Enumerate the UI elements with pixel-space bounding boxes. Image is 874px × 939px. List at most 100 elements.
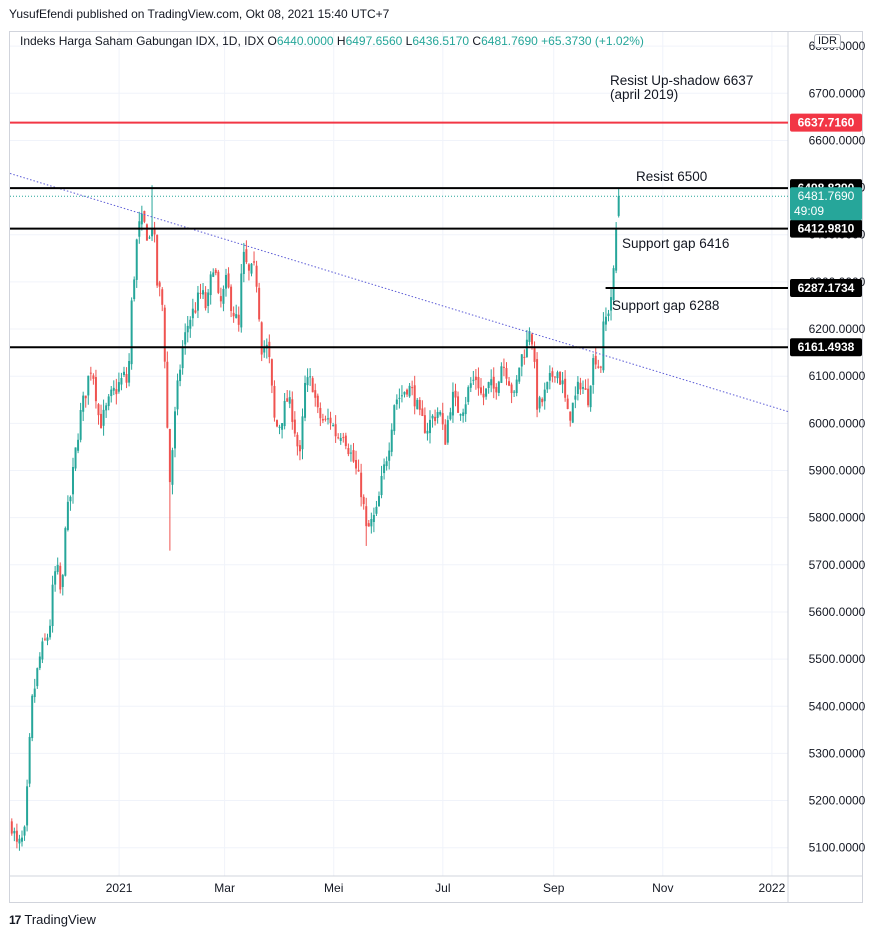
y-tick-label: 6600.0000 (809, 133, 866, 147)
candle-down (217, 271, 220, 293)
candle-up (31, 695, 34, 739)
candle-up (151, 228, 154, 237)
candle-down (153, 228, 156, 235)
candle-down (479, 387, 482, 394)
candle-up (133, 279, 136, 300)
candle-up (61, 575, 64, 587)
legend-open: 6440.0000 (276, 34, 334, 48)
candle-down (10, 821, 13, 834)
annotation-support-6416[interactable]: Support gap 6416 (622, 236, 730, 251)
candle-down (329, 417, 332, 424)
candle-up (191, 308, 194, 319)
candle-down (510, 384, 513, 394)
candle-up (202, 290, 205, 295)
legend-high-label: H (336, 34, 346, 48)
candle-up (189, 319, 192, 329)
candle-down (316, 395, 319, 408)
x-tick-label: 2022 (759, 881, 786, 895)
candle-up (130, 300, 133, 365)
level-tag (790, 278, 862, 297)
y-tick-label: 6700.0000 (809, 86, 866, 100)
currency-badge[interactable]: IDR (814, 34, 841, 48)
candle-down (541, 398, 544, 403)
candle-up (326, 418, 329, 420)
annotation-resist-6500[interactable]: Resist 6500 (636, 169, 708, 184)
chart-frame (9, 31, 863, 903)
last-price-label: 6481.7690 (798, 189, 855, 203)
candle-down (275, 420, 278, 427)
candle-down (344, 435, 347, 447)
candle-down (352, 450, 355, 462)
candle-up (500, 366, 503, 383)
candle-down (347, 448, 350, 455)
candle-up (112, 387, 115, 391)
candle-up (71, 466, 74, 495)
candle-up (77, 439, 80, 451)
candle-up (416, 399, 419, 410)
y-tick-label: 5800.0000 (809, 511, 866, 525)
last-price-countdown: 49:09 (794, 204, 824, 218)
candle-up (377, 496, 380, 507)
candle-up (485, 388, 488, 397)
candle-down (406, 389, 409, 395)
candle-up (283, 400, 286, 427)
candle-up (370, 519, 373, 527)
annotation-support-6288[interactable]: Support gap 6288 (612, 298, 720, 313)
candle-up (54, 571, 57, 585)
candle-up (181, 347, 184, 369)
candle-up (120, 378, 123, 385)
candle-down (156, 234, 159, 286)
last-price-tag (790, 187, 862, 221)
candle-up (309, 376, 312, 378)
candle-down (253, 261, 256, 263)
candle-down (434, 416, 437, 422)
candle-down (342, 437, 345, 439)
candle-up (403, 391, 406, 395)
candle-up (148, 237, 151, 239)
tradingview-brand[interactable]: 17 TradingView (9, 912, 96, 927)
candle-up (304, 382, 307, 418)
candle-down (237, 314, 240, 325)
candle-up (26, 786, 29, 826)
candle-up (74, 447, 77, 469)
chart-legend: Indeks Harga Saham Gabungan IDX, 1D, IDX… (20, 34, 644, 48)
candle-up (196, 292, 199, 311)
candle-up (235, 314, 238, 319)
candle-up (23, 826, 26, 836)
candle-up (439, 412, 442, 415)
candle-up (490, 379, 493, 386)
candle-up (581, 387, 584, 389)
candle-up (513, 391, 516, 393)
candle-up (589, 385, 592, 408)
candle-up (431, 415, 434, 419)
candle-up (20, 837, 23, 842)
candle-down (94, 377, 97, 402)
candle-down (324, 418, 327, 420)
candle-down (584, 388, 587, 390)
y-tick-label: 5300.0000 (809, 746, 866, 760)
candle-down (158, 282, 161, 287)
candle-down (423, 415, 426, 433)
candle-down (444, 424, 447, 445)
legend-change: +65.3730 (+1.02%) (541, 34, 644, 48)
candle-down (125, 374, 128, 383)
legend-close: 6481.7690 (481, 34, 538, 48)
candle-down (579, 382, 582, 390)
candle-down (553, 376, 556, 378)
candle-down (508, 381, 511, 386)
candle-down (523, 356, 526, 358)
candle-up (33, 688, 36, 698)
candle-up (520, 354, 523, 367)
candle-up (107, 396, 110, 407)
annotation-resist-upshadow[interactable]: Resist Up-shadow 6637 (april 2019) (610, 74, 753, 102)
candle-up (546, 381, 549, 390)
level-label: 6637.7160 (798, 116, 855, 130)
level-tag (790, 338, 862, 357)
legend-open-label: O (267, 34, 277, 48)
candle-down (365, 506, 368, 527)
candle-up (176, 380, 179, 410)
candle-up (385, 461, 388, 467)
candle-up (301, 416, 304, 450)
annotation-resist-upshadow-line2: (april 2019) (610, 87, 679, 102)
